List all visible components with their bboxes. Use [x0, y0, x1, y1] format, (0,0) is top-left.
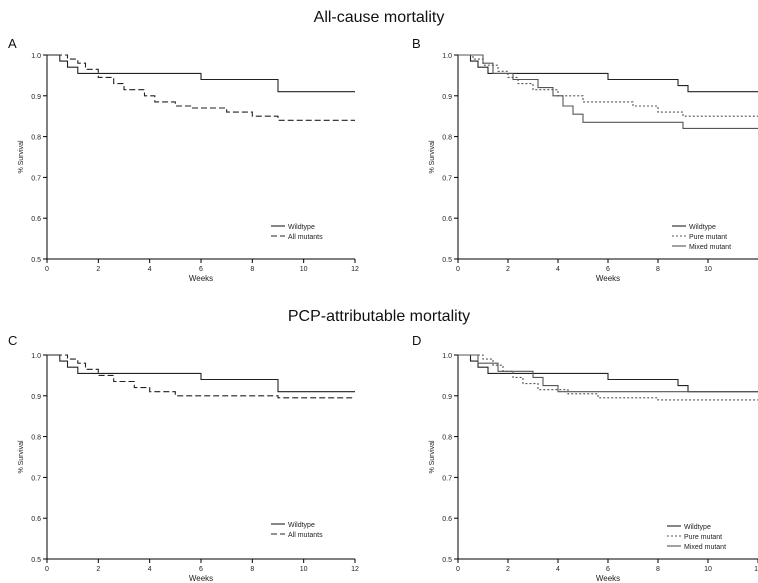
legend-label: All mutants [288, 532, 323, 539]
x-tick-label: 10 [704, 266, 712, 273]
y-tick-label: 0.7 [442, 475, 452, 482]
y-axis-label: % Survival [18, 440, 25, 474]
x-axis-label: Weeks [189, 274, 213, 283]
x-tick-label: 6 [199, 266, 203, 273]
x-tick-label: 10 [300, 266, 308, 273]
legend-label: Wildtype [684, 524, 711, 531]
x-tick-label: 6 [606, 266, 610, 273]
y-tick-label: 0.9 [31, 94, 41, 101]
legend: Wildtype Pure mutant Mixed mutant [667, 524, 726, 551]
x-tick-label: 10 [300, 566, 308, 573]
y-tick-label: 0.5 [31, 257, 41, 264]
x-axis-label: Weeks [189, 574, 213, 583]
series-line-wildtype [458, 354, 758, 393]
legend-label: Pure mutant [689, 234, 727, 241]
y-tick-label: 0.5 [31, 557, 41, 564]
chart-panel-b: 0.5 0.6 0.7 0.8 0.9 1.0 0 2 4 6 8 10 Weeks % Survival… [429, 53, 758, 283]
series-line-wildtype [47, 354, 355, 393]
x-tick-label: 8 [250, 266, 254, 273]
y-tick-label: 1.0 [442, 353, 452, 360]
legend-label: All mutants [288, 234, 323, 241]
panel-letter-c: C [8, 333, 18, 348]
series-line-mixed-mutant [458, 54, 758, 129]
x-tick-label: 4 [148, 566, 152, 573]
legend-label: Wildtype [288, 224, 315, 231]
series-line-wildtype [458, 54, 758, 93]
y-axis-label: % Survival [18, 140, 25, 174]
chart-panel-a: 0.5 0.6 0.7 0.8 0.9 1.0 0 2 4 6 8 10 12 Weeks % Surviv… [18, 53, 359, 283]
y-tick-label: 0.8 [442, 135, 452, 142]
chart-panel-c: 0.5 0.6 0.7 0.8 0.9 1.0 0 2 4 6 8 10 12 Weeks % Surviv… [18, 353, 359, 583]
legend: Wildtype All mutants [271, 522, 323, 539]
x-tick-label: 6 [606, 566, 610, 573]
y-tick-label: 0.8 [442, 435, 452, 442]
x-tick-label: 0 [456, 266, 460, 273]
x-tick-label: 0 [45, 566, 49, 573]
legend-label: Mixed mutant [684, 544, 726, 551]
x-tick-label: 4 [148, 266, 152, 273]
legend: Wildtype All mutants [271, 224, 323, 241]
x-tick-label: 8 [656, 266, 660, 273]
panel-letter-a: A [8, 36, 17, 51]
y-axis-label: % Survival [429, 140, 436, 174]
x-tick-label: 12 [754, 566, 758, 573]
x-tick-label: 12 [351, 566, 359, 573]
x-tick-label: 2 [506, 566, 510, 573]
y-tick-label: 1.0 [31, 53, 41, 60]
x-tick-label: 4 [556, 266, 560, 273]
chart-panel-d: 0.5 0.6 0.7 0.8 0.9 1.0 0 2 4 6 8 10 12 Weeks % Surviv… [429, 353, 758, 583]
y-tick-label: 0.5 [442, 257, 452, 264]
series-line-pure-mutant [458, 354, 758, 401]
y-tick-label: 0.6 [442, 216, 452, 223]
x-tick-label: 8 [250, 566, 254, 573]
x-tick-label: 2 [96, 266, 100, 273]
legend-label: Wildtype [689, 224, 716, 231]
series-line-mixed-mutant [458, 354, 758, 393]
panel-letter-b: B [412, 36, 421, 51]
x-axis-label: Weeks [596, 574, 620, 583]
panel-letter-d: D [412, 333, 422, 348]
section-title-all-cause: All-cause mortality [313, 9, 445, 26]
y-tick-label: 0.9 [442, 94, 452, 101]
y-tick-label: 0.6 [442, 516, 452, 523]
y-tick-label: 0.6 [31, 216, 41, 223]
series-line-all-mutants [47, 54, 355, 121]
x-tick-label: 12 [351, 266, 359, 273]
y-tick-label: 0.8 [31, 435, 41, 442]
x-tick-label: 0 [45, 266, 49, 273]
series-line-all-mutants [47, 354, 355, 399]
y-tick-label: 0.7 [442, 175, 452, 182]
x-tick-label: 4 [556, 566, 560, 573]
y-tick-label: 0.9 [31, 394, 41, 401]
x-tick-label: 10 [704, 566, 712, 573]
y-tick-label: 1.0 [31, 353, 41, 360]
legend-label: Mixed mutant [689, 244, 731, 251]
legend: Wildtype Pure mutant Mixed mutant [672, 224, 731, 251]
x-tick-label: 6 [199, 566, 203, 573]
legend-label: Pure mutant [684, 534, 722, 541]
y-tick-label: 1.0 [442, 53, 452, 60]
y-tick-label: 0.9 [442, 394, 452, 401]
series-line-pure-mutant [458, 54, 758, 117]
y-tick-label: 0.7 [31, 175, 41, 182]
series-line-wildtype [47, 54, 355, 93]
x-tick-label: 0 [456, 566, 460, 573]
y-axis-label: % Survival [429, 440, 436, 474]
x-axis-label: Weeks [596, 274, 620, 283]
x-tick-label: 8 [656, 566, 660, 573]
section-title-pcp: PCP-attributable mortality [287, 308, 471, 325]
y-tick-label: 0.5 [442, 557, 452, 564]
y-tick-label: 0.8 [31, 135, 41, 142]
x-tick-label: 2 [506, 266, 510, 273]
x-tick-label: 2 [96, 566, 100, 573]
y-tick-label: 0.6 [31, 516, 41, 523]
legend-label: Wildtype [288, 522, 315, 529]
y-tick-label: 0.7 [31, 475, 41, 482]
